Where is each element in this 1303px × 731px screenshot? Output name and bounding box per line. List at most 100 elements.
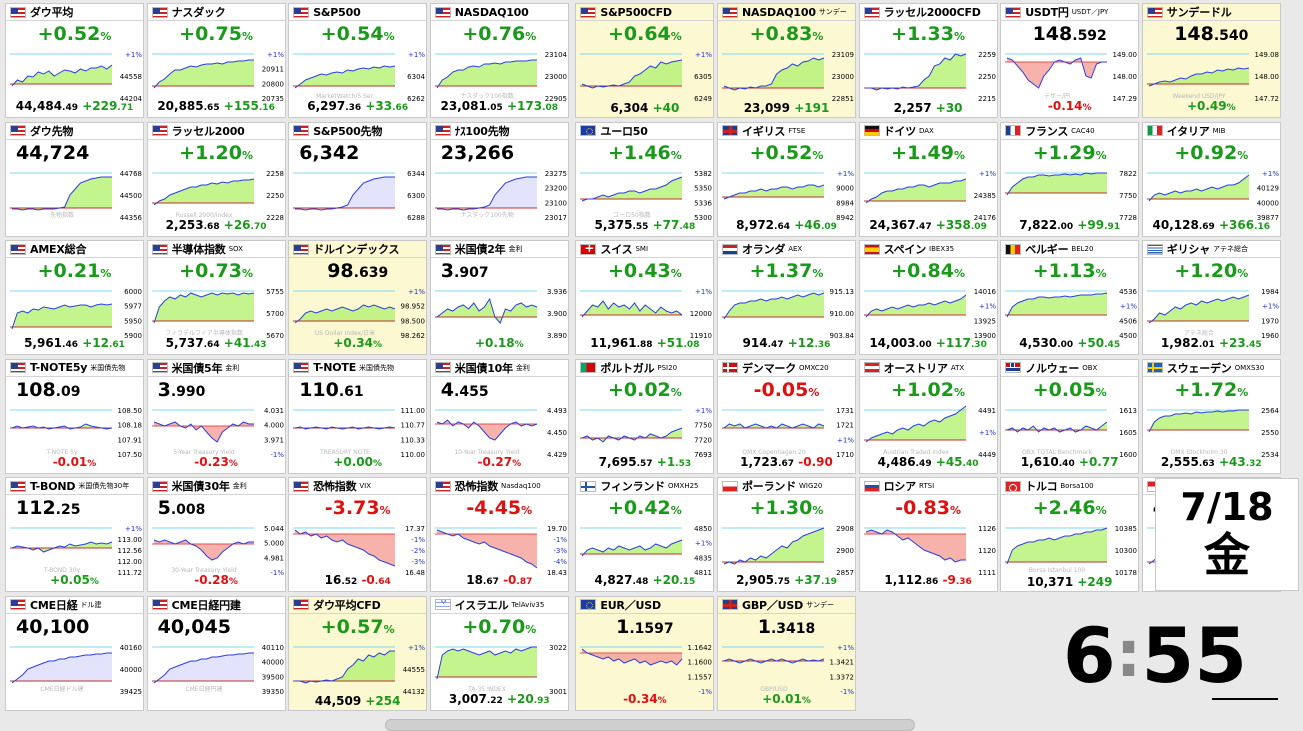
axis-tick-label: -1% bbox=[553, 536, 567, 544]
axis-tick-label: +1% bbox=[979, 303, 996, 311]
tile-subname: RTSI bbox=[919, 482, 935, 490]
market-tile[interactable]: ギリシャ アテネ総合 +1.20% 1984 +1% 1970 1960 アテネ総合 1,982… bbox=[1141, 240, 1281, 355]
market-tile[interactable]: イギリス FTSE +0.52% +1% 9000 8984 8942 8,972.64 +4… bbox=[717, 121, 856, 237]
market-tile[interactable]: フランス CAC40 +1.29% 7822 7750 7728 7,822.00 +99.… bbox=[1000, 121, 1140, 237]
market-tile[interactable]: AMEX総合 +0.21% 6000 5977 5950 5900 5,961.46 +12… bbox=[5, 240, 144, 355]
market-tile[interactable]: ポーランド WIG20 +1.30% 2908 2900 2857 2,905.75 +37… bbox=[717, 477, 856, 592]
market-tile[interactable]: ダウ平均CFD +0.57% +1% 44555 44132 44,509 +254 bbox=[288, 595, 428, 711]
axis-tick-label: 7693 bbox=[695, 451, 713, 458]
market-tile[interactable]: デンマーク OMXC20 -0.05% 1731 1721 +1% 1710 OMX Cope… bbox=[717, 358, 856, 474]
tile-name: NASDAQ100 bbox=[742, 5, 816, 19]
market-tile[interactable]: S&P500先物 6,342 6344 6300 6288 bbox=[288, 121, 428, 237]
flag-icon bbox=[434, 599, 451, 610]
horizontal-scrollbar[interactable] bbox=[385, 719, 915, 731]
market-tile[interactable]: ポルトガル PSI20 +0.02% +1% 7750 7720 7693 7,695.57 … bbox=[575, 358, 715, 474]
market-tile[interactable]: S&P500CFD +0.64% +1% 6305 6249 6,304 +40 bbox=[575, 3, 715, 118]
market-tile[interactable]: イタリア MIB +0.92% +1% 40129 40000 39877 40,128.69… bbox=[1141, 121, 1281, 237]
market-tile[interactable]: ドルインデックス 98.639 +1% 98.952 98.500 98.262 US Do… bbox=[288, 240, 428, 355]
tile-header: スウェーデン OMXS30 bbox=[1142, 359, 1280, 377]
market-tile[interactable]: ノルウェー OBX +0.05% 1613 1605 1600 OBX TOTAL Benc… bbox=[1000, 358, 1140, 474]
market-tile[interactable]: T-NOTE 米国債先物 110.61 111.00 110.77 110.33 110.0… bbox=[288, 358, 428, 474]
axis-tick-label: 110.33 bbox=[401, 436, 426, 444]
axis-tick-label: 108.50 bbox=[118, 407, 143, 415]
tile-main-value: +1.13% bbox=[1001, 259, 1138, 286]
market-tile[interactable]: T-BOND 米国債先物30年 112.25 +1% 113.00 112.56 112.0… bbox=[5, 477, 144, 592]
sparkline-chart: 4536 +1% 4506 4500 bbox=[1005, 288, 1138, 339]
market-tile[interactable]: CME日経円建 40,045 40110 40000 39500 39350 CME日経円建 bbox=[146, 595, 286, 711]
price-value: 11,961 bbox=[590, 336, 637, 350]
price-line bbox=[1148, 174, 1250, 201]
tile-name: ベルギー bbox=[1025, 243, 1069, 256]
sparkline-chart: 5755 5700 5670 フィラデルフィア半導体指数 bbox=[151, 288, 284, 339]
price-value: 16 bbox=[324, 573, 342, 587]
main-value-text: 1 bbox=[616, 615, 630, 638]
market-tile[interactable]: ダウ平均 +0.52% +1% 44558 44204 44,484.49 +229.71 bbox=[5, 3, 144, 118]
market-tile[interactable]: 半導体指数 SOX +0.73% 5755 5700 5670 フィラデルフィア半導体指数 5… bbox=[146, 240, 286, 355]
axis-tick-label: 148.00 bbox=[1254, 73, 1279, 81]
market-tile[interactable]: 米国債5年 金利 3.990 4.031 4.000 3.971 -1% 5-Year Tre… bbox=[146, 358, 286, 474]
tile-subname: OMXC20 bbox=[799, 363, 829, 372]
axis-tick-label: +1% bbox=[979, 170, 996, 178]
tile-name: 米国債30年 bbox=[171, 480, 230, 493]
tile-name: ロシア bbox=[883, 480, 917, 493]
axis-tick-label: 1.1642 bbox=[688, 644, 713, 652]
market-tile[interactable]: スウェーデン OMXS30 +1.72% 2564 2550 2534 OMX Stockh… bbox=[1141, 358, 1281, 474]
market-tile[interactable]: USDT円 USDT／JPY 148.592 149.00 148.00 147.29 テザ… bbox=[1000, 3, 1140, 118]
market-tile[interactable]: スペイン IBEX35 +0.84% 14016 +1% 13925 13900 14,003… bbox=[858, 240, 998, 355]
change-value: +40 bbox=[652, 101, 680, 115]
market-tile[interactable]: オーストリア ATX +1.02% 4491 +1% 4449 Austrian Trade… bbox=[858, 358, 998, 474]
chart-watermark: TA-35 INDEX bbox=[467, 686, 506, 693]
axis-tick-label: 19.70 bbox=[547, 525, 567, 533]
chart-watermark: GBP/USD bbox=[760, 686, 788, 693]
tile-header: 恐怖指数 Nasdaq100 bbox=[430, 478, 568, 495]
tile-header: イギリス FTSE bbox=[718, 122, 855, 140]
axis-tick-label: 1.3372 bbox=[830, 673, 855, 681]
market-tile[interactable]: 恐怖指数 Nasdaq100 -4.45% 19.70 -1% -3% -4% 18.43 18… bbox=[429, 477, 569, 592]
tile-name: ナスダック bbox=[171, 6, 226, 19]
market-tile[interactable]: 米国債2年 金利 3.907 3.936 3.900 3.890 +0.18% bbox=[429, 240, 569, 355]
market-tile[interactable]: フィンランド OMXH25 +0.42% 4850 +1% 4835 4811 4,827.4… bbox=[575, 477, 715, 592]
market-tile[interactable]: ラッセル2000 +1.20% 2258 2250 2228 Russell 2000/i… bbox=[146, 121, 286, 237]
flag-icon bbox=[151, 362, 168, 373]
market-tile[interactable]: ベルギー BEL20 +1.13% 4536 +1% 4506 4500 4,530.00 +… bbox=[1000, 240, 1140, 355]
change-decimals: % bbox=[373, 340, 383, 350]
market-tile[interactable]: ロシア RTSI -0.83% 1126 1120 1111 1,112.86 -9.36 bbox=[858, 477, 998, 592]
tile-subname: PSI20 bbox=[657, 363, 678, 372]
market-tile[interactable]: EUR／USD 1.1597 1.1642 1.1600 1.1557 -1% -0.34% bbox=[575, 595, 715, 711]
market-tile[interactable]: ドイツ DAX +1.49% +1% 24385 24176 24,367.47 +358.… bbox=[858, 121, 998, 237]
chart-watermark: OMX Copenhagen 20 bbox=[742, 449, 806, 456]
market-tile[interactable]: サンデードル 148.540 149.08 148.00 147.72 Weekend U… bbox=[1141, 3, 1281, 118]
change-decimals: .19 bbox=[820, 577, 837, 587]
market-tile[interactable]: 米国債10年 金利 4.455 4.493 4.450 4.429 10-Year Trea… bbox=[429, 358, 569, 474]
market-tile[interactable]: 恐怖指数 VIX -3.73% 17.37 -1% -2% -3% 16.48 16.52 -0… bbox=[288, 477, 428, 592]
market-tile[interactable]: NASDAQ100 +0.76% 23104 23000 22905 ナスダック100指数… bbox=[429, 3, 569, 118]
market-tile[interactable]: オランダ AEX +1.37% 915.13 910.00 903.84 914.47 +1… bbox=[717, 240, 856, 355]
market-tile[interactable]: CME日経 ドル建 40,100 40160 40000 39425 CME日経ドル建 bbox=[5, 595, 144, 711]
market-tile[interactable]: ナスダック +0.75% +1% 20911 20800 20735 20,885.65 +… bbox=[146, 3, 286, 118]
chart-area bbox=[295, 305, 396, 323]
market-tile[interactable]: 米国債30年 金利 5.008 5.044 5.000 4.981 -1% 30-Year T… bbox=[146, 477, 286, 592]
sparkline-chart: +1% 40129 40000 39877 bbox=[1146, 170, 1279, 221]
axis-tick-label: 5977 bbox=[124, 303, 142, 311]
main-value-unit: % bbox=[521, 504, 533, 517]
market-tile[interactable]: ダウ先物 44,724 44768 44500 44356 先物指数 bbox=[5, 121, 144, 237]
market-tile[interactable]: ラッセル2000CFD +1.33% 2259 2250 2215 2,257 +30 bbox=[858, 3, 998, 118]
market-tile[interactable]: ユーロ50 +1.46% 5382 5350 5336 5300 ユーロ50指数 5,375.… bbox=[575, 121, 715, 237]
market-tile[interactable]: S&P500 +0.54% +1% 6304 6262 MarketWatch/5 Sec… bbox=[288, 3, 428, 118]
market-tile[interactable]: GBP／USD サンデー 1.3418 +1% 1.3421 1.3372 -1% GBP/U… bbox=[717, 595, 856, 711]
main-value-text: -0.05 bbox=[753, 378, 809, 401]
market-tile[interactable]: ﾅｽ100先物 23,266 23275 23200 23100 23017 ナスダック10… bbox=[429, 121, 569, 237]
axis-tick-label: 4850 bbox=[695, 525, 713, 533]
flag-icon bbox=[293, 480, 310, 492]
tile-footer: 11,961.88 +51.08 bbox=[576, 336, 713, 353]
sparkline-chart: +1% 24385 24176 bbox=[863, 170, 996, 221]
market-tile[interactable]: NASDAQ100 サンデー +0.83% 23109 23000 22851 23,099… bbox=[717, 3, 856, 118]
tile-header: T-NOTE 米国債先物 bbox=[289, 359, 427, 377]
flag-icon bbox=[722, 480, 738, 492]
tile-main-value: +0.02% bbox=[576, 378, 713, 405]
market-tile[interactable]: トルコ Borsa100 +2.46% 10385 10300 10178 Borsa Is… bbox=[1000, 477, 1140, 592]
market-tile[interactable]: T-NOTE5y 米国債先物 108.09 108.50 108.18 107.91 107… bbox=[5, 358, 144, 474]
change-value: +0.05 bbox=[50, 573, 90, 587]
